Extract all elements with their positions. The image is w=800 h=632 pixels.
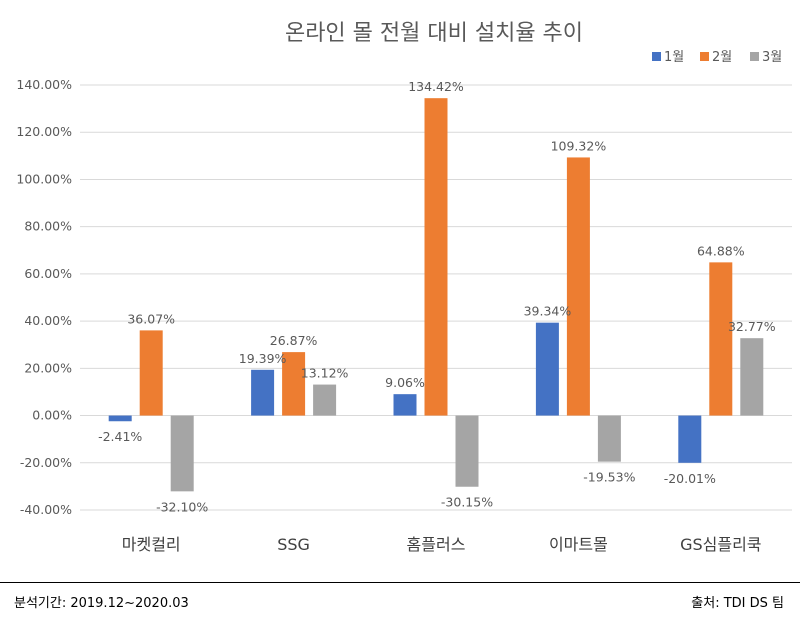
category-label: GS심플리쿡 <box>680 535 761 554</box>
bar-3 <box>455 415 479 487</box>
data-label: -2.41% <box>98 429 142 444</box>
data-label: 13.12% <box>301 366 349 381</box>
chart: 온라인 몰 전월 대비 설치율 추이 1월 2월 3월 140.00% 120.00%… <box>16 21 792 554</box>
bar-3 <box>313 384 337 416</box>
data-label: 32.77% <box>728 319 776 334</box>
data-label: 36.07% <box>127 311 175 326</box>
y-tick-label: -40.00% <box>20 502 72 517</box>
data-label: -32.10% <box>156 499 208 514</box>
legend-swatch <box>750 52 759 61</box>
category-label: 이마트몰 <box>549 535 608 554</box>
y-tick-label: 100.00% <box>16 171 72 186</box>
bar-2 <box>566 157 590 416</box>
data-label: 19.39% <box>239 351 287 366</box>
category-label: SSG <box>277 535 310 554</box>
legend-label: 1월 <box>664 50 684 65</box>
data-label: 39.34% <box>524 304 572 319</box>
bar-2 <box>282 352 306 416</box>
bar-1 <box>535 322 559 416</box>
bar-1 <box>108 415 132 422</box>
y-tick-label: 20.00% <box>24 360 72 375</box>
legend-label: 2월 <box>712 50 732 65</box>
source-note: 출처: TDI DS 팀 <box>691 596 784 611</box>
data-label: -20.01% <box>664 471 716 486</box>
bar-3 <box>740 338 764 416</box>
y-tick-label: 40.00% <box>24 313 72 328</box>
y-tick-label: 140.00% <box>16 77 72 92</box>
category-labels: 마켓컬리 SSG 홈플러스 이마트몰 GS심플리쿡 <box>122 535 762 554</box>
legend: 1월 2월 3월 <box>652 50 782 65</box>
bar-1 <box>393 394 417 416</box>
footer-divider <box>0 582 800 583</box>
category-label: 홈플러스 <box>407 535 466 554</box>
y-tick-label: -20.00% <box>20 455 72 470</box>
bar-2 <box>709 262 733 416</box>
y-tick-label: 0.00% <box>32 408 72 423</box>
analysis-period: 분석기간: 2019.12~2020.03 <box>14 596 189 611</box>
y-tick-label: 60.00% <box>24 266 72 281</box>
bars <box>108 98 764 492</box>
category-label: 마켓컬리 <box>122 535 181 554</box>
data-label: 134.42% <box>408 79 464 94</box>
y-tick-label: 120.00% <box>16 124 72 139</box>
legend-label: 3월 <box>762 50 782 65</box>
data-label: 26.87% <box>270 333 318 348</box>
bar-1 <box>251 369 275 416</box>
data-label: -19.53% <box>583 470 635 485</box>
data-label: 109.32% <box>551 138 607 153</box>
data-labels: -2.41% 36.07% -32.10% 19.39% 26.87% 13.12% 9.0… <box>98 79 776 514</box>
bar-2 <box>424 98 448 416</box>
data-label: 9.06% <box>385 375 425 390</box>
bar-3 <box>597 415 621 462</box>
legend-swatch <box>652 52 661 61</box>
y-tick-label: 80.00% <box>24 219 72 234</box>
data-label: 64.88% <box>697 243 745 258</box>
bar-3 <box>170 415 194 492</box>
legend-swatch <box>700 52 709 61</box>
y-axis-ticks: 140.00% 120.00% 100.00% 80.00% 60.00% 40.00% 2… <box>16 77 72 517</box>
chart-title: 온라인 몰 전월 대비 설치율 추이 <box>285 21 583 46</box>
data-label: -30.15% <box>441 495 493 510</box>
bar-2 <box>139 330 163 416</box>
bar-1 <box>678 415 702 463</box>
